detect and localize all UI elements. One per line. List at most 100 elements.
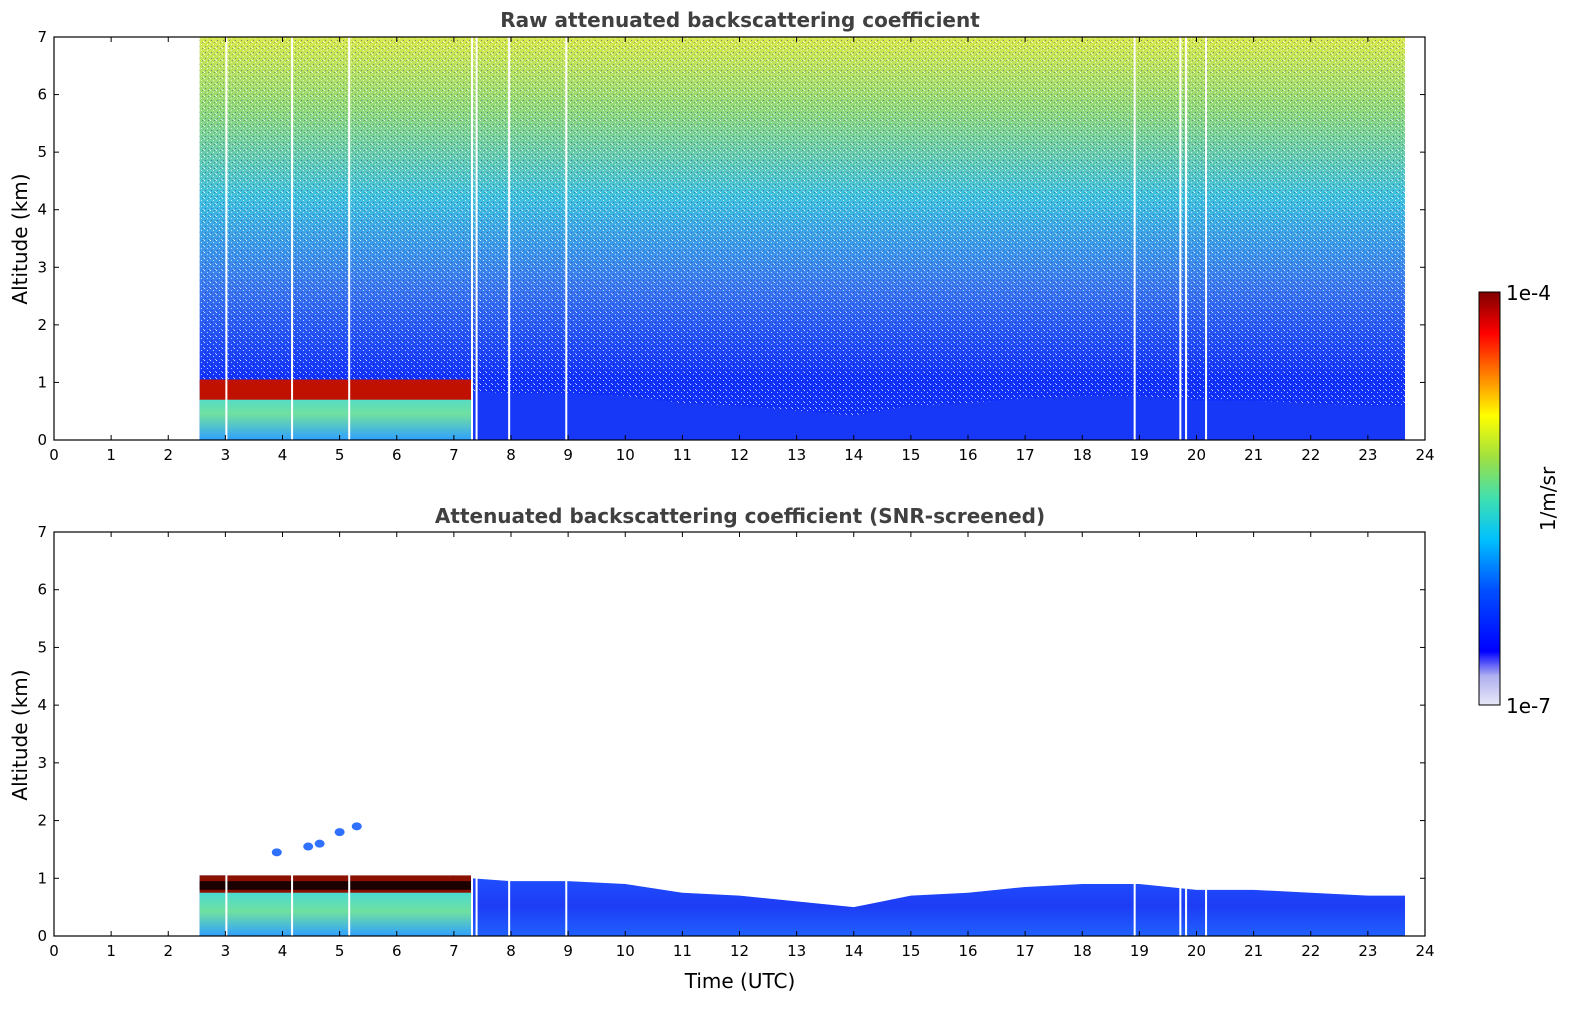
y-tick-label: 1: [37, 373, 47, 391]
raw-data-gap: [348, 37, 351, 440]
y-tick-label: 4: [37, 696, 47, 714]
snr-layer-core: [199, 881, 472, 890]
x-tick-label: 7: [449, 446, 459, 464]
x-tick-label: 15: [901, 942, 920, 960]
x-tick-label: 13: [787, 446, 806, 464]
x-tick-label: 19: [1130, 942, 1149, 960]
x-tick-label: 5: [335, 446, 345, 464]
x-tick-label: 7: [449, 942, 459, 960]
raw-heatmap: [199, 37, 1406, 440]
x-tick-label: 8: [506, 446, 516, 464]
snr-data-gap: [1179, 860, 1182, 936]
x-tick-label: 8: [506, 942, 516, 960]
raw-data-gap: [225, 37, 228, 440]
x-tick-label: 14: [844, 942, 863, 960]
x-tick-label: 16: [958, 446, 977, 464]
snr-aerosol-layer: [199, 886, 472, 936]
raw-x-axis: 0 1 2 3 4 5 6 7 8 9 10 11 12 13 14 15 16 17 18 19 20 21 22 23 24: [49, 37, 1435, 464]
x-tick-label: 12: [730, 446, 749, 464]
x-tick-label: 3: [221, 446, 231, 464]
x-tick-label: 18: [1073, 942, 1092, 960]
x-tick-label: 23: [1358, 446, 1377, 464]
x-tick-label: 9: [563, 446, 573, 464]
raw-data-gap: [1179, 37, 1182, 440]
x-tick-label: 22: [1301, 942, 1320, 960]
x-tick-label: 23: [1358, 942, 1377, 960]
x-tick-label: 6: [392, 942, 402, 960]
raw-data-gap: [1133, 37, 1136, 440]
snr-screened-panel: Attenuated backscattering coefficient (S…: [8, 504, 1435, 993]
y-tick-label: 7: [37, 28, 47, 46]
y-tick-label: 0: [37, 431, 47, 449]
x-tick-label: 4: [278, 942, 288, 960]
y-tick-label: 6: [37, 86, 47, 104]
x-tick-label: 4: [278, 446, 288, 464]
x-tick-label: 21: [1244, 942, 1263, 960]
x-tick-label: 1: [106, 942, 116, 960]
snr-x-axis: 0 1 2 3 4 5 6 7 8 9 10 11 12 13 14 15 16 17 18 19 20 21 22 23 24: [49, 532, 1435, 960]
y-tick-label: 2: [37, 812, 47, 830]
y-tick-label: 3: [37, 754, 47, 772]
y-tick-label: 5: [37, 638, 47, 656]
x-tick-label: 11: [673, 446, 692, 464]
raw-boundary-layer: [471, 391, 1406, 440]
x-tick-label: 14: [844, 446, 863, 464]
raw-noise-texture: [199, 37, 1406, 440]
x-tick-label: 2: [163, 446, 173, 464]
x-tick-label: 5: [335, 942, 345, 960]
snr-y-axis-label: Altitude (km): [8, 669, 32, 800]
snr-data-gap: [508, 860, 511, 936]
x-tick-label: 20: [1187, 446, 1206, 464]
colorbar-ramp: [1478, 291, 1501, 706]
snr-aerosol-patch: [314, 839, 325, 848]
raw-data-gap: [565, 37, 568, 440]
y-tick-label: 1: [37, 869, 47, 887]
snr-aerosol-patch: [334, 828, 345, 837]
x-tick-label: 13: [787, 942, 806, 960]
raw-y-axis-label: Altitude (km): [8, 173, 32, 304]
snr-data-gap: [1185, 860, 1188, 936]
colorbar-min-label: 1e-7: [1506, 694, 1551, 718]
snr-data-gap: [475, 860, 478, 936]
x-tick-label: 6: [392, 446, 402, 464]
y-tick-label: 3: [37, 258, 47, 276]
snr-data-gap: [1133, 860, 1136, 936]
y-tick-label: 2: [37, 316, 47, 334]
raw-data-gap: [508, 37, 511, 440]
snr-aerosol-patch: [303, 842, 314, 851]
x-tick-label: 3: [221, 942, 231, 960]
x-tick-label: 11: [673, 942, 692, 960]
raw-data-gap: [291, 37, 294, 440]
x-tick-label: 21: [1244, 446, 1263, 464]
x-tick-label: 19: [1130, 446, 1149, 464]
raw-layer-top: [199, 379, 472, 400]
y-tick-label: 5: [37, 143, 47, 161]
x-tick-label: 17: [1016, 942, 1035, 960]
raw-data-gap: [1185, 37, 1188, 440]
x-tick-label: 0: [49, 446, 59, 464]
x-tick-label: 16: [958, 942, 977, 960]
y-tick-label: 0: [37, 927, 47, 945]
snr-data-gap: [565, 860, 568, 936]
y-tick-label: 6: [37, 581, 47, 599]
x-tick-label: 18: [1073, 446, 1092, 464]
x-tick-label: 2: [163, 942, 173, 960]
colorbar: 1e-4 1e-7 1/m/sr: [1478, 281, 1560, 718]
x-tick-label: 22: [1301, 446, 1320, 464]
snr-data-gap: [1205, 860, 1208, 936]
x-tick-label: 12: [730, 942, 749, 960]
x-tick-label: 9: [563, 942, 573, 960]
y-tick-label: 7: [37, 523, 47, 541]
snr-aerosol-patch: [351, 822, 362, 831]
snr-y-axis: 0 1 2 3 4 5 6 7: [37, 523, 1425, 945]
snr-data-gap: [291, 860, 294, 936]
snr-boundary-layer: [199, 875, 1406, 936]
x-tick-label: 17: [1016, 446, 1035, 464]
raw-data-gap: [471, 37, 474, 440]
x-tick-label: 24: [1415, 942, 1434, 960]
raw-data-gap: [475, 37, 478, 440]
raw-data-gap: [1205, 37, 1208, 440]
raw-backscatter-panel: Raw attenuated backscattering coefficien…: [8, 8, 1435, 464]
x-tick-label: 20: [1187, 942, 1206, 960]
